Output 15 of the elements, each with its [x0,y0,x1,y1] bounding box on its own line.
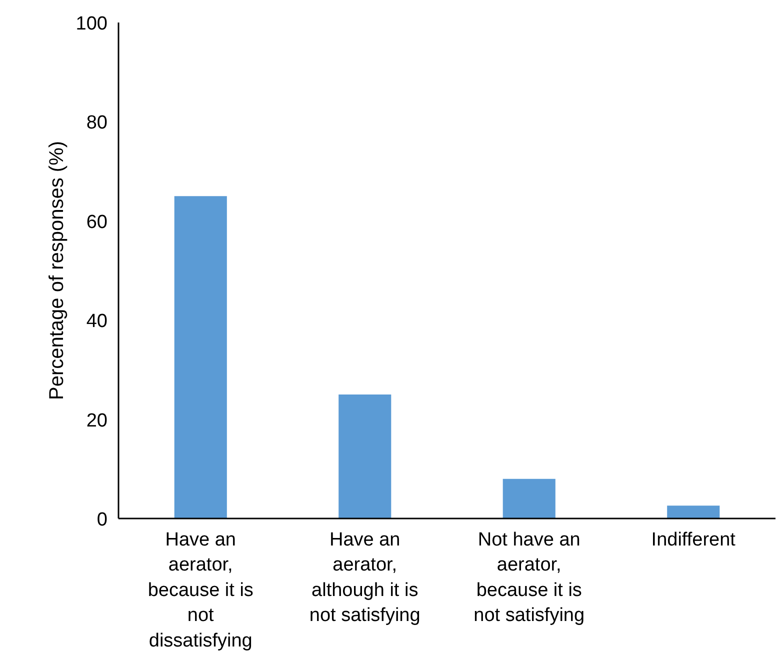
y-axis-title: Percentage of responses (%) [46,140,68,400]
y-tick-label: 20 [86,410,108,432]
x-tick-label: Indifferent [651,530,736,550]
x-tick-label: Have an aerator, although it is not satisfying [309,530,420,626]
bar [667,506,720,518]
x-tick-label: Not have an aerator, because it is not satisfying [474,530,585,626]
y-tick-label: 0 [96,510,108,530]
y-tick-label: 40 [86,311,108,332]
bar [174,196,227,518]
bar [502,478,556,518]
bar [338,394,392,518]
y-tick-label: 80 [86,112,108,134]
y-tick-label: 60 [86,212,108,233]
y-tick-label: 100 [76,14,108,34]
x-tick-label: Have an aerator, because it is not dissatisfying [148,530,254,652]
